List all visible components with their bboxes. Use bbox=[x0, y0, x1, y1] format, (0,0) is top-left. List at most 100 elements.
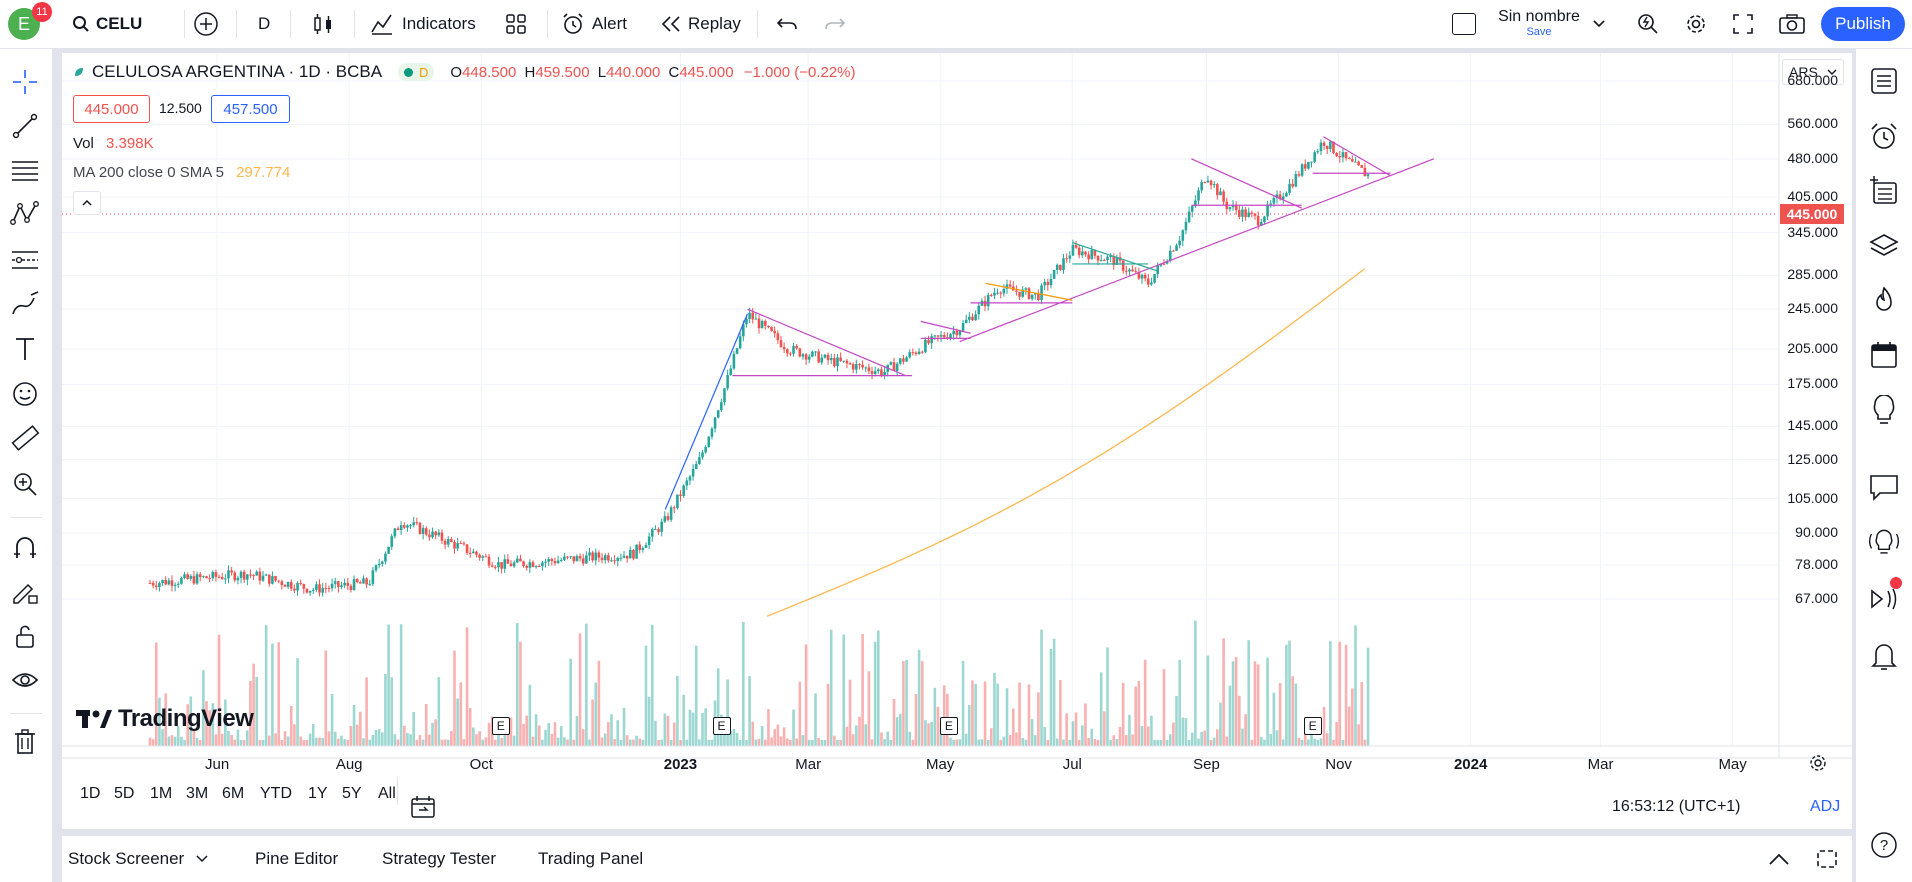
tab-trading-panel[interactable]: Trading Panel bbox=[538, 849, 644, 868]
collapse-legend-button[interactable] bbox=[73, 191, 101, 215]
candle-body bbox=[927, 339, 930, 344]
chats-button[interactable] bbox=[1866, 469, 1902, 505]
alerts-button[interactable] bbox=[1866, 119, 1902, 155]
layout-name: Sin nombre bbox=[1498, 8, 1580, 25]
stay-in-drawing-mode-tool[interactable] bbox=[8, 575, 42, 609]
candle-body bbox=[437, 532, 441, 536]
candle-body bbox=[340, 585, 343, 587]
price-chart[interactable] bbox=[62, 53, 1852, 829]
replay-button[interactable]: Replay bbox=[660, 0, 741, 48]
layout-toggle[interactable] bbox=[1452, 0, 1476, 48]
notifications-button[interactable] bbox=[1866, 637, 1902, 673]
go-to-date-button[interactable] bbox=[410, 795, 436, 819]
settings-button[interactable] bbox=[1684, 0, 1708, 48]
measure-tool[interactable] bbox=[8, 422, 42, 456]
clock[interactable]: 16:53:12 (UTC+1) bbox=[1612, 798, 1741, 815]
fib-tool[interactable] bbox=[8, 153, 42, 187]
exchange-status-badge[interactable]: D bbox=[419, 64, 429, 80]
chart-pane[interactable]: CELULOSA ARGENTINA · 1D · BCBA D O448.50… bbox=[62, 53, 1852, 829]
ma-value: 297.774 bbox=[236, 164, 291, 181]
candle-body bbox=[773, 331, 777, 334]
volume-bar bbox=[729, 731, 733, 746]
volume-bar bbox=[641, 739, 645, 746]
alert-button[interactable]: Alert bbox=[560, 0, 627, 48]
volume-bar bbox=[588, 739, 591, 746]
brush-tool[interactable] bbox=[8, 287, 42, 321]
ma-legend[interactable]: MA 200 close 0 SMA 5 297.774 bbox=[73, 164, 290, 181]
data-window-button[interactable] bbox=[1866, 173, 1902, 209]
tab-stock-screener[interactable]: Stock Screener bbox=[68, 836, 208, 882]
candle-body bbox=[333, 581, 337, 584]
volume-bar bbox=[638, 738, 642, 746]
range-button-ytd[interactable]: YTD bbox=[260, 785, 292, 802]
maximize-panel-button[interactable] bbox=[1816, 836, 1838, 882]
range-button-5y[interactable]: 5Y bbox=[342, 785, 362, 802]
object-tree-button[interactable] bbox=[1866, 229, 1902, 265]
compare-symbol-button[interactable] bbox=[193, 0, 219, 48]
zoom-tool[interactable] bbox=[8, 467, 42, 501]
range-button-1m[interactable]: 1M bbox=[150, 785, 173, 802]
candle-body bbox=[1360, 165, 1364, 168]
fullscreen-icon bbox=[1733, 14, 1753, 34]
volume-legend[interactable]: Vol 3.398K bbox=[73, 135, 154, 152]
volume-bar bbox=[246, 730, 249, 746]
range-button-5d[interactable]: 5D bbox=[114, 785, 135, 802]
chart-type-button[interactable] bbox=[312, 0, 334, 48]
buy-price-button[interactable]: 457.500 bbox=[211, 95, 290, 123]
remove-drawings-tool[interactable] bbox=[8, 725, 42, 759]
undo-button[interactable] bbox=[776, 0, 798, 48]
volume-bar bbox=[286, 736, 290, 746]
calendar-button[interactable] bbox=[1866, 337, 1902, 373]
ideas-button[interactable] bbox=[1866, 393, 1902, 429]
quick-search-button[interactable] bbox=[1636, 0, 1660, 48]
range-button-6m[interactable]: 6M bbox=[222, 785, 245, 802]
range-button-1d[interactable]: 1D bbox=[80, 785, 101, 802]
earnings-marker[interactable]: E bbox=[712, 717, 731, 735]
tab-pine-editor[interactable]: Pine Editor bbox=[255, 849, 339, 868]
redo-button[interactable] bbox=[824, 0, 846, 48]
series-legend[interactable]: CELULOSA ARGENTINA · 1D · BCBA D O448.50… bbox=[72, 62, 856, 82]
range-button-1y[interactable]: 1Y bbox=[308, 785, 328, 802]
hide-drawings-tool[interactable] bbox=[8, 663, 42, 697]
earnings-marker[interactable]: E bbox=[491, 717, 510, 735]
candle-body bbox=[167, 580, 171, 585]
video-button[interactable] bbox=[1866, 577, 1902, 617]
crosshair-tool[interactable] bbox=[8, 65, 42, 99]
watchlist-button[interactable] bbox=[1866, 63, 1902, 99]
candle-body bbox=[672, 507, 676, 509]
streams-button[interactable] bbox=[1866, 525, 1902, 561]
indicators-button[interactable]: Indicators bbox=[370, 0, 476, 48]
interval-button[interactable]: D bbox=[258, 14, 271, 33]
notification-badge[interactable]: 11 bbox=[32, 2, 52, 22]
currency-select[interactable]: ARS bbox=[1782, 59, 1844, 85]
earnings-marker[interactable]: E bbox=[939, 717, 958, 735]
symbol-search-button[interactable]: CELU bbox=[72, 0, 142, 48]
range-button-all[interactable]: All bbox=[378, 785, 396, 802]
sell-price-button[interactable]: 445.000 bbox=[73, 95, 150, 123]
publish-button[interactable]: Publish bbox=[1821, 7, 1905, 41]
pattern-tool[interactable] bbox=[8, 197, 42, 231]
candle-body bbox=[986, 294, 990, 307]
lock-drawings-tool[interactable] bbox=[8, 619, 42, 653]
help-button[interactable]: ? bbox=[1866, 827, 1902, 863]
adjust-dividends-toggle[interactable]: ADJ bbox=[1810, 798, 1841, 815]
snapshot-button[interactable] bbox=[1778, 0, 1806, 48]
prediction-tool[interactable] bbox=[8, 241, 42, 275]
candle-body bbox=[506, 559, 510, 564]
layout-menu-button[interactable] bbox=[1592, 0, 1606, 48]
candle-body bbox=[343, 582, 346, 586]
templates-button[interactable] bbox=[505, 0, 527, 48]
earnings-marker[interactable]: E bbox=[1303, 717, 1322, 735]
hotlists-button[interactable] bbox=[1866, 283, 1902, 319]
fullscreen-button[interactable] bbox=[1732, 0, 1754, 48]
collapse-panel-button[interactable] bbox=[1768, 836, 1790, 882]
text-tool[interactable] bbox=[8, 332, 42, 366]
trend-line-tool[interactable] bbox=[8, 109, 42, 143]
emoji-tool[interactable] bbox=[8, 377, 42, 411]
magnet-tool[interactable] bbox=[8, 531, 42, 565]
range-button-3m[interactable]: 3M bbox=[186, 785, 209, 802]
candle-body bbox=[1065, 258, 1068, 260]
layout-name-button[interactable]: Sin nombre Save bbox=[1494, 8, 1584, 38]
tab-strategy-tester[interactable]: Strategy Tester bbox=[382, 849, 497, 868]
axis-settings-button[interactable] bbox=[1808, 753, 1828, 773]
